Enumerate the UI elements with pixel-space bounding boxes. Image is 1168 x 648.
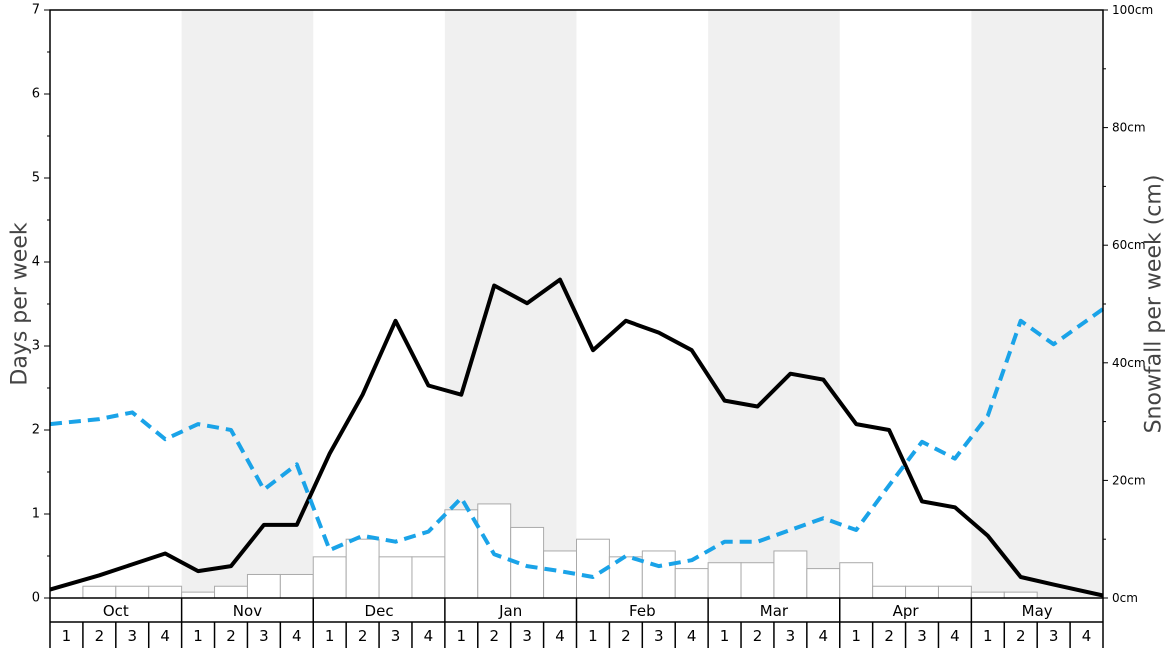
snowfall-bar — [937, 585, 972, 599]
shade-mar — [708, 10, 840, 598]
snowfall-bar — [82, 585, 117, 599]
shade-nov — [181, 10, 314, 598]
week-label: 1 — [62, 627, 72, 645]
right-tick-label: 40cm — [1112, 356, 1146, 370]
week-label: 2 — [621, 627, 631, 645]
data-lines — [49, 277, 1105, 598]
week-label: 2 — [358, 627, 368, 645]
week-label: 3 — [1049, 627, 1059, 645]
snowfall-bar — [444, 509, 479, 599]
left-tick-label: 7 — [32, 3, 40, 18]
left-tick-label: 0 — [32, 591, 40, 606]
snowfall-bars — [82, 503, 1038, 599]
snowfall-bar — [970, 591, 1005, 599]
week-label: 1 — [983, 627, 993, 645]
week-label: 4 — [819, 627, 829, 645]
right-tick-label: 100cm — [1112, 3, 1153, 17]
snowfall-bar — [345, 538, 380, 599]
week-label: 2 — [884, 627, 894, 645]
snowfall-bar — [674, 568, 709, 599]
left-tick-label: 4 — [32, 255, 40, 270]
left-tick-label: 6 — [32, 87, 40, 102]
month-label: Jan — [498, 602, 522, 620]
snowfall-bar — [378, 556, 413, 599]
days-line-series — [49, 277, 1104, 598]
week-label: 1 — [588, 627, 598, 645]
snowfall-bar — [641, 550, 676, 599]
month-label: Oct — [103, 602, 129, 620]
week-label: 3 — [522, 627, 532, 645]
week-label: 4 — [950, 627, 960, 645]
week-label: 1 — [193, 627, 203, 645]
right-tick-label: 60cm — [1112, 238, 1146, 252]
right-tick-label: 20cm — [1112, 473, 1146, 487]
week-row: 1 2 3 4 1 2 3 4 1 2 3 4 1 2 3 4 1 2 3 4 1 2 3 4 1 2 3 4 1 2 3 4 — [62, 622, 1092, 648]
left-tick-label: 1 — [32, 507, 40, 522]
snowfall-bar — [806, 568, 841, 599]
shade-jan — [444, 10, 577, 598]
month-label: Apr — [893, 602, 920, 620]
week-label: 1 — [325, 627, 335, 645]
week-label: 3 — [917, 627, 927, 645]
left-axis-title: Days per week — [8, 222, 33, 385]
snowfall-bar — [872, 585, 907, 599]
snowfall-bar — [773, 550, 808, 599]
left-tick-label: 3 — [32, 339, 40, 354]
right-axis: 0cm 20cm 40cm 60cm 80cm 100cm — [1103, 3, 1153, 605]
week-label: 2 — [489, 627, 499, 645]
snowfall-bar — [312, 556, 347, 599]
week-label: 2 — [753, 627, 763, 645]
week-label: 3 — [654, 627, 664, 645]
week-label: 4 — [555, 627, 565, 645]
snowfall-bar — [905, 585, 939, 599]
snowfall-bar — [148, 585, 183, 599]
left-tick-label: 2 — [32, 423, 40, 438]
week-label: 1 — [720, 627, 730, 645]
week-label: 3 — [786, 627, 796, 645]
week-label: 2 — [1016, 627, 1026, 645]
week-label: 2 — [226, 627, 236, 645]
snowfall-bar — [115, 585, 150, 599]
month-label: Mar — [760, 602, 789, 620]
month-row: Oct Nov Dec Jan Feb Mar Apr May — [49, 598, 1104, 648]
snowfall-bar — [246, 573, 281, 599]
week-label: 4 — [160, 627, 170, 645]
month-label: Feb — [629, 602, 656, 620]
month-label: Nov — [233, 602, 262, 620]
week-label: 1 — [851, 627, 861, 645]
week-label: 4 — [424, 627, 434, 645]
snowfall-bar — [1003, 591, 1038, 599]
snowfall-bar — [214, 585, 248, 599]
week-label: 3 — [259, 627, 269, 645]
week-label: 1 — [457, 627, 467, 645]
snowfall-bar — [608, 556, 643, 599]
shade-may — [971, 10, 1103, 598]
week-label: 4 — [1082, 627, 1092, 645]
snowfall-bar — [181, 591, 216, 599]
week-label: 4 — [687, 627, 697, 645]
snowfall-bar — [411, 556, 446, 599]
snowfall-bar — [279, 573, 314, 599]
week-label: 3 — [391, 627, 401, 645]
right-tick-label: 80cm — [1112, 121, 1146, 135]
month-shading — [181, 10, 1103, 598]
snowfall-bar — [707, 562, 742, 599]
month-label: Dec — [365, 602, 394, 620]
snowfall-bar — [740, 562, 775, 599]
week-label: 3 — [127, 627, 137, 645]
week-label: 2 — [95, 627, 105, 645]
right-tick-label: 0cm — [1112, 591, 1138, 605]
snowfall-bar — [839, 562, 874, 599]
week-label: 4 — [292, 627, 302, 645]
month-label: May — [1022, 602, 1053, 620]
left-axis: 0 1 2 3 4 5 6 7 — [32, 3, 50, 606]
right-axis-title: Snowfall per week (cm) — [1142, 175, 1167, 434]
left-tick-label: 5 — [32, 171, 40, 186]
